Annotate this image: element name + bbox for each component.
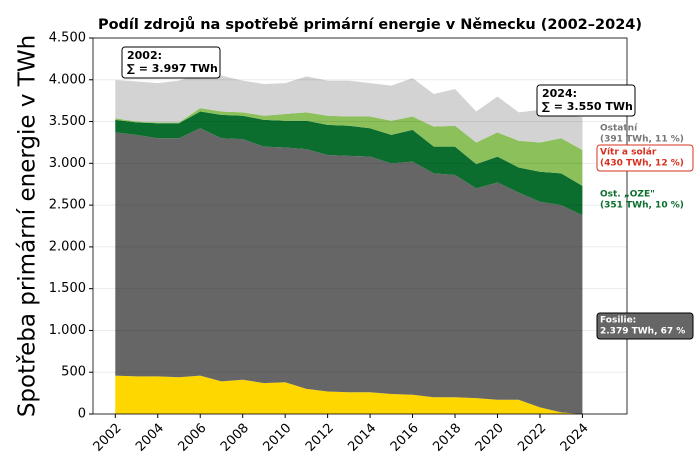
series-label: Ostatní (600, 124, 638, 134)
x-tick-label: 2014 (345, 421, 379, 453)
annotation-text: 2024: (542, 87, 577, 100)
x-tick-label: 2024 (558, 421, 592, 453)
y-tick-label: 2.500 (49, 198, 86, 213)
annotation-text: 2002: (127, 49, 162, 62)
y-tick-label: 2.000 (49, 239, 86, 254)
y-tick-label: 4.000 (49, 72, 86, 87)
annotation-box (536, 84, 636, 117)
y-tick-label: 4.500 (49, 31, 86, 46)
label-box (596, 312, 694, 340)
annotation-text: ∑ = 3.997 TWh (127, 62, 218, 75)
x-tick-label: 2012 (303, 421, 337, 453)
area (115, 108, 583, 186)
y-tick-label: 3.000 (49, 156, 86, 171)
series-value-label: (430 TWh, 12 %) (600, 159, 684, 169)
area (115, 128, 583, 415)
y-tick-label: 0 (78, 407, 86, 422)
annotation-box (121, 46, 221, 79)
x-tick-label: 2018 (430, 421, 464, 453)
y-axis-label: Spotřeba primární energie v TWh (15, 35, 41, 417)
x-tick-label: 2008 (218, 421, 252, 453)
chart-title: Podíl zdrojů na spotřebě primární energi… (98, 16, 642, 33)
x-tick-label: 2006 (176, 421, 210, 453)
area (115, 111, 583, 216)
series-value-label: (351 TWh, 10 %) (600, 201, 684, 211)
series-label: Fosilie: (600, 316, 636, 326)
series-value-label: (391 TWh, 11 %) (600, 135, 684, 145)
series-label: Ost. „OZE" (600, 190, 655, 200)
label-box (596, 144, 694, 172)
area (115, 375, 583, 414)
y-tick-label: 1.000 (49, 323, 86, 338)
series-value-label: 2.379 TWh, 67 % (600, 327, 685, 337)
y-tick-label: 1.500 (49, 281, 86, 296)
y-tick-label: 3.500 (49, 114, 86, 129)
x-tick-label: 2020 (473, 421, 507, 453)
x-tick-label: 2010 (260, 421, 294, 453)
y-tick-label: 500 (61, 365, 86, 380)
plot-frame (92, 37, 628, 415)
x-tick-label: 2022 (515, 421, 549, 453)
annotation-text: ∑ = 3.550 TWh (542, 100, 633, 113)
area (115, 73, 583, 150)
x-tick-label: 2016 (388, 421, 422, 453)
x-tick-label: 2002 (91, 421, 125, 453)
series-label: Vítr a solár (600, 148, 657, 158)
x-tick-label: 2004 (133, 421, 167, 453)
